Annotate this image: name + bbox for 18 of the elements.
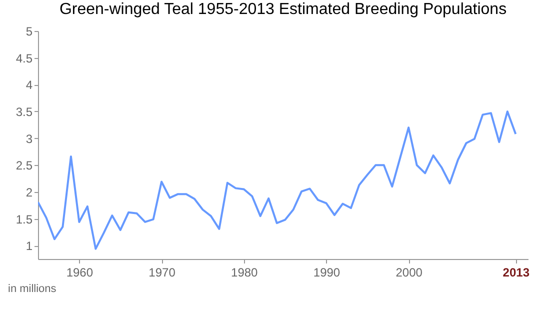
text: in millions [8, 283, 57, 295]
x-tick-label: 2013 [502, 266, 530, 280]
x-tick-label: 2000 [396, 266, 423, 280]
y-tick-label: 4 [26, 78, 33, 92]
y-tick-label: 4.5 [16, 51, 33, 66]
chart-title: Green-winged Teal 1955-2013 Estimated Breeding Populations [59, 1, 507, 18]
y-tick-label: 5 [26, 24, 33, 38]
y-tick-label: 2 [26, 185, 33, 200]
line-series [38, 110, 517, 250]
y-tick-label: 1 [26, 239, 33, 254]
x-tick-label: 1970 [148, 266, 176, 280]
y-tick-label: 2.5 [16, 158, 33, 173]
y-tick-label: 3.5 [16, 104, 33, 119]
y-tick-label: 3 [26, 132, 33, 146]
x-tick-label: 1960 [66, 266, 94, 280]
x-tick-label: 1990 [313, 266, 340, 280]
y-tick-label: 1.5 [16, 212, 33, 226]
x-tick-label: 1980 [231, 266, 258, 280]
